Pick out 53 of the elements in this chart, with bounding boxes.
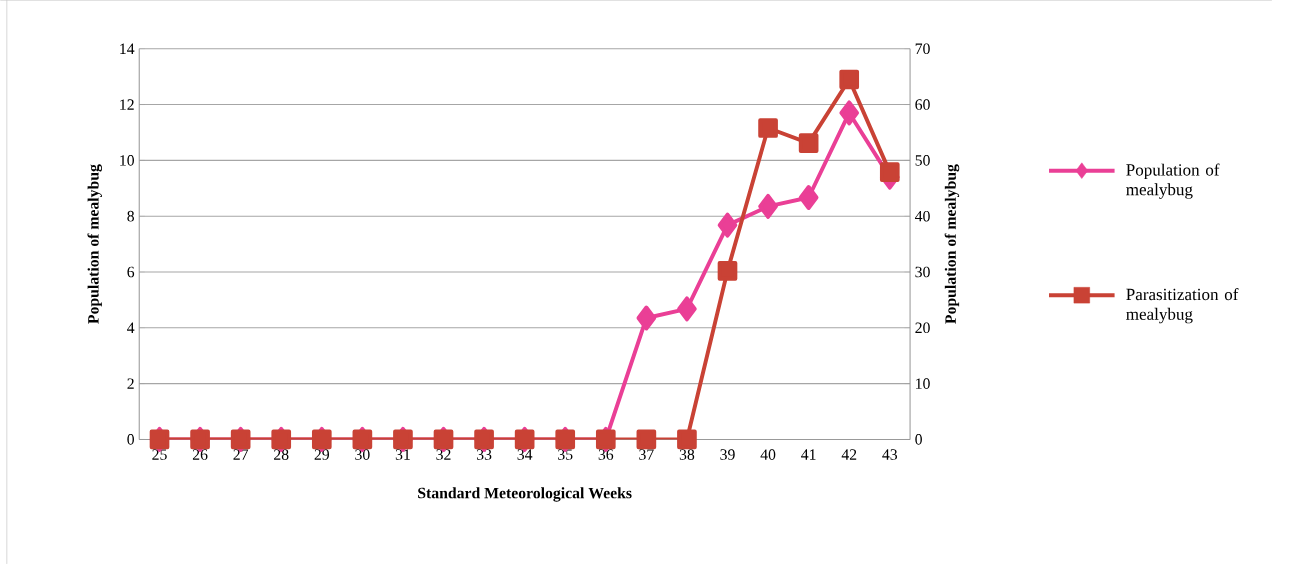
- point: [758, 193, 778, 219]
- x-tick-label: 34: [517, 449, 533, 460]
- y2-tick-label: 60: [915, 99, 930, 110]
- y2-axis-title: Population of mealybug: [944, 164, 960, 324]
- x-tick-label: 37: [639, 449, 654, 460]
- y2-tick-label: 40: [915, 210, 930, 222]
- x-tick-label: 33: [476, 449, 492, 460]
- point: [798, 184, 819, 210]
- point: [677, 429, 697, 450]
- point: [879, 162, 900, 182]
- x-tick-label: 36: [598, 449, 614, 460]
- y-tick-label: 8: [127, 210, 134, 222]
- x-tick-label: 41: [801, 449, 816, 460]
- point: [839, 100, 860, 126]
- x-tick-label: 28: [274, 449, 289, 460]
- x-tick-label: 42: [841, 449, 857, 460]
- y-tick-label: 6: [127, 266, 135, 278]
- x-tick-label: 32: [436, 449, 451, 460]
- y-tick-label: 0: [127, 434, 134, 445]
- y2-tick-label: 0: [915, 434, 922, 445]
- x-tick-label: 27: [233, 449, 249, 460]
- point: [758, 118, 778, 138]
- y-tick-label: 2: [127, 378, 134, 389]
- point: [839, 69, 860, 90]
- y-tick-label: 12: [120, 99, 134, 110]
- y-tick-label: 4: [127, 322, 135, 333]
- y2-tick-label: 50: [915, 154, 930, 166]
- x-tick-label: 43: [882, 449, 898, 460]
- x-tick-label: 35: [558, 449, 573, 460]
- x-tick-label: 38: [679, 449, 695, 460]
- point: [798, 133, 819, 153]
- x-tick-label: 26: [192, 449, 208, 460]
- legend-label: Population of mealybug: [1126, 163, 1220, 199]
- legend-label: Parasitization of mealybug: [1126, 287, 1239, 324]
- point: [636, 429, 657, 450]
- y2-tick-label: 10: [916, 378, 930, 389]
- point: [717, 212, 738, 238]
- y-axis-title: Population of mealybug: [87, 164, 103, 324]
- x-tick-label: 29: [314, 449, 330, 460]
- point: [717, 260, 738, 281]
- y2-tick-label: 20: [915, 322, 930, 333]
- y2-tick-label: 30: [915, 266, 930, 278]
- x-tick-label: 39: [720, 449, 735, 460]
- x-tick-label: 31: [395, 449, 410, 460]
- x-axis-title: Standard Meteorological Weeks: [418, 487, 632, 502]
- x-tick-label: 25: [152, 449, 167, 460]
- y-tick-label: 10: [120, 154, 134, 166]
- y2-tick-label: 70: [915, 43, 930, 54]
- point: [636, 305, 657, 331]
- x-tick-label: 40: [760, 449, 776, 460]
- point: [677, 296, 697, 322]
- y-tick-label: 14: [120, 43, 135, 54]
- x-tick-label: 30: [355, 449, 370, 460]
